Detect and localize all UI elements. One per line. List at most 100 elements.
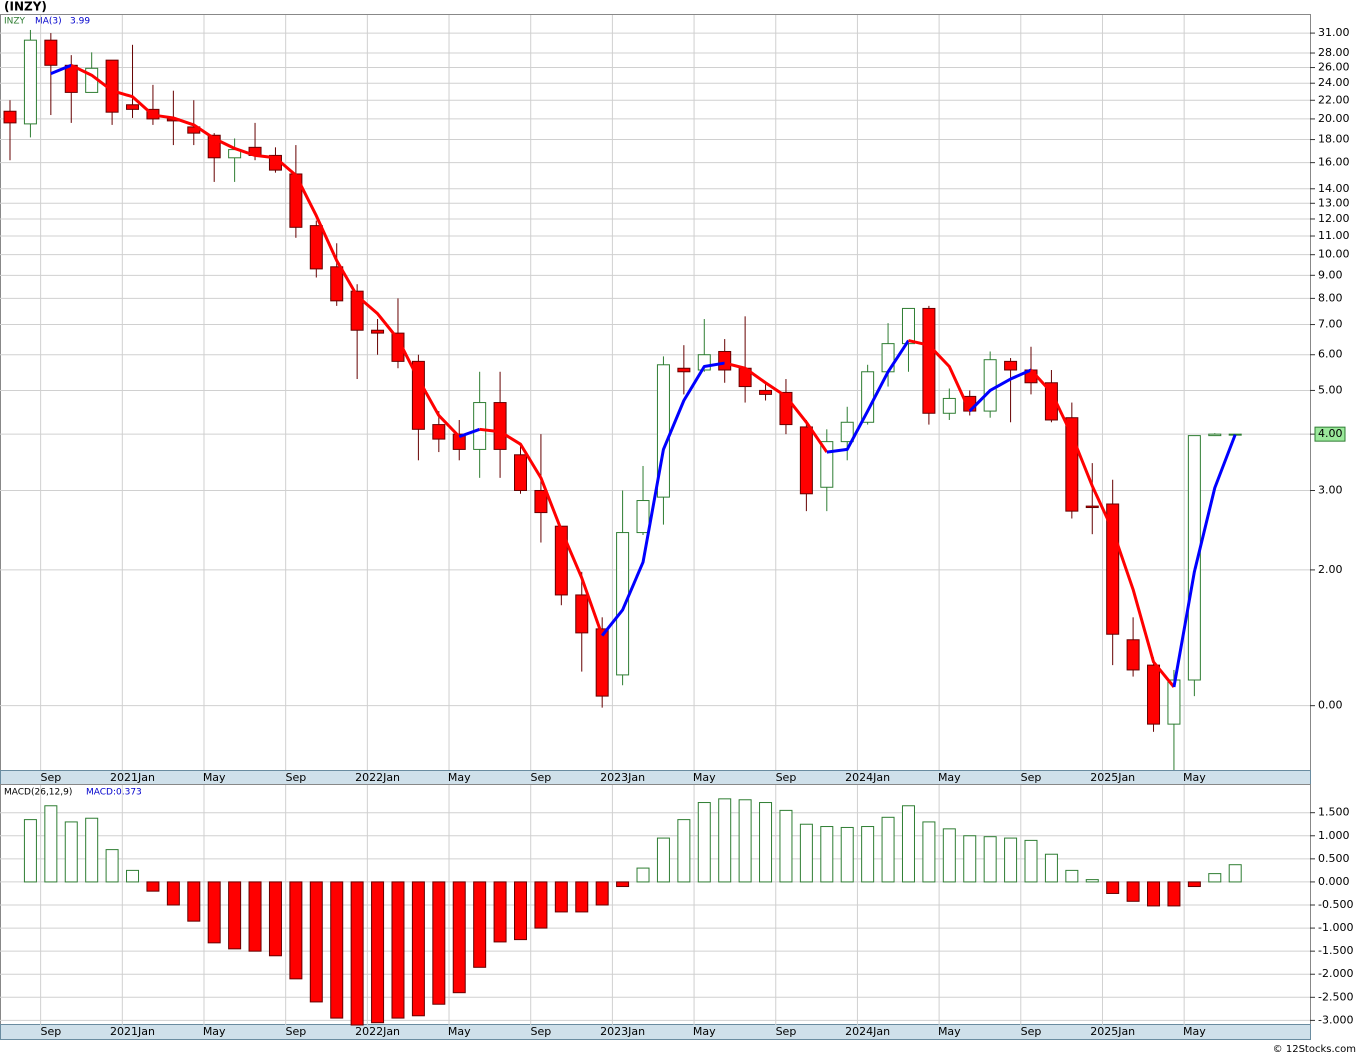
- ma-line: [1172, 434, 1237, 688]
- candle-body: [391, 332, 405, 362]
- macd-bar: [1147, 881, 1161, 907]
- candle-body: [1085, 505, 1099, 509]
- x-tick-label: Sep: [1021, 1025, 1042, 1038]
- x-tick-label: 2024Jan: [845, 1025, 890, 1038]
- candle-body: [922, 307, 936, 414]
- macd-bar: [942, 828, 956, 883]
- y-tick-label: -0.500: [1318, 898, 1353, 911]
- macd-bar: [493, 881, 507, 943]
- y-tick-label: 3.00: [1318, 483, 1343, 496]
- ma-line: [724, 361, 829, 453]
- candle-body: [1147, 664, 1161, 725]
- macd-bar: [820, 826, 834, 883]
- x-tick-label: Sep: [1021, 771, 1042, 784]
- y-tick-label: 8.00: [1318, 291, 1343, 304]
- candle-body: [1126, 639, 1140, 671]
- candle-body: [514, 454, 527, 491]
- macd-bar: [656, 837, 670, 883]
- candle-body: [677, 367, 691, 373]
- candle-body: [840, 421, 854, 443]
- candle-body: [718, 350, 732, 371]
- macd-bar: [922, 821, 936, 883]
- y-tick-label: 0.00: [1318, 699, 1343, 712]
- x-tick-label: Sep: [776, 1025, 797, 1038]
- y-tick-label: 2.00: [1318, 563, 1343, 576]
- macd-bar: [881, 816, 895, 883]
- macd-bar: [1187, 881, 1201, 888]
- ma-line: [1029, 368, 1176, 688]
- macd-bar: [1085, 879, 1099, 883]
- macd-bar: [64, 821, 78, 883]
- x-tick-label: May: [693, 1025, 716, 1038]
- x-tick-label: 2022Jan: [355, 1025, 400, 1038]
- candle-body: [44, 39, 58, 66]
- macd-bar: [289, 881, 303, 980]
- footer: © 12Stocks.com: [1273, 1044, 1356, 1055]
- macd-bar: [677, 819, 691, 883]
- ma-line: [908, 339, 972, 412]
- candle-body: [983, 359, 997, 412]
- y-tick-label: -2.500: [1318, 990, 1353, 1003]
- legend-ma: MA(3): [35, 17, 62, 27]
- macd-bar: [44, 805, 58, 883]
- macd-bar: [207, 881, 221, 944]
- x-tick-label: May: [448, 1025, 471, 1038]
- y-tick-label: 10.00: [1318, 248, 1350, 261]
- macd-bar: [514, 881, 527, 941]
- macd-value: MACD:0.373: [86, 788, 142, 798]
- x-tick-label: 2021Jan: [110, 1025, 155, 1038]
- candle-body: [309, 225, 323, 270]
- x-tick-label: 2025Jan: [1090, 771, 1135, 784]
- candle-body: [1208, 433, 1222, 437]
- macd-bar: [23, 819, 37, 883]
- macd-bar: [452, 881, 466, 994]
- y-tick-label: 5.00: [1318, 383, 1343, 396]
- y-tick-label: 24.00: [1318, 76, 1350, 89]
- x-tick-label: May: [693, 771, 716, 784]
- candle-body: [23, 39, 37, 125]
- macd-bar: [534, 881, 548, 929]
- x-tick-label: May: [448, 771, 471, 784]
- x-tick-label: May: [203, 771, 226, 784]
- macd-bar: [1065, 869, 1079, 883]
- candle-body: [861, 371, 875, 423]
- macd-bar: [1024, 839, 1038, 883]
- macd-bar: [575, 881, 589, 913]
- macd-bar: [1106, 881, 1120, 894]
- candle-body: [371, 329, 385, 334]
- macd-bar: [983, 836, 997, 883]
- candle-body: [432, 424, 446, 440]
- macd-bar: [636, 867, 650, 883]
- ma-line: [479, 427, 604, 637]
- candle-body: [616, 532, 630, 676]
- candle-body: [3, 110, 17, 124]
- ma-line: [70, 63, 461, 438]
- macd-bar: [861, 826, 875, 883]
- y-tick-label: 0.500: [1318, 852, 1350, 865]
- macd-bar: [268, 881, 282, 957]
- legend-ma-value: 3.99: [70, 17, 90, 27]
- macd-bar: [738, 799, 752, 883]
- x-tick-label: May: [1183, 1025, 1206, 1038]
- candle-body: [534, 489, 548, 514]
- y-tick-label: 31.00: [1318, 26, 1350, 39]
- macd-bar: [779, 809, 793, 883]
- candle-body: [636, 500, 650, 534]
- y-tick-label: 0.000: [1318, 875, 1350, 888]
- y-tick-label: 9.00: [1318, 268, 1343, 281]
- macd-bar: [1208, 873, 1222, 883]
- candle-body: [411, 360, 425, 430]
- x-tick-label: 2024Jan: [845, 771, 890, 784]
- chart-title: (INZY): [4, 0, 47, 14]
- y-tick-label: 6.00: [1318, 348, 1343, 361]
- macd-bar: [901, 805, 915, 883]
- candle-body: [350, 290, 364, 331]
- y-tick-label: 1.000: [1318, 829, 1350, 842]
- price-tag-box: [1314, 426, 1346, 442]
- y-tick-label: 26.00: [1318, 61, 1350, 74]
- y-tick-label: -1.500: [1318, 944, 1353, 957]
- ma-line: [458, 427, 481, 439]
- candle-body: [452, 433, 466, 450]
- x-tick-label: May: [203, 1025, 226, 1038]
- y-tick-label: -1.000: [1318, 921, 1353, 934]
